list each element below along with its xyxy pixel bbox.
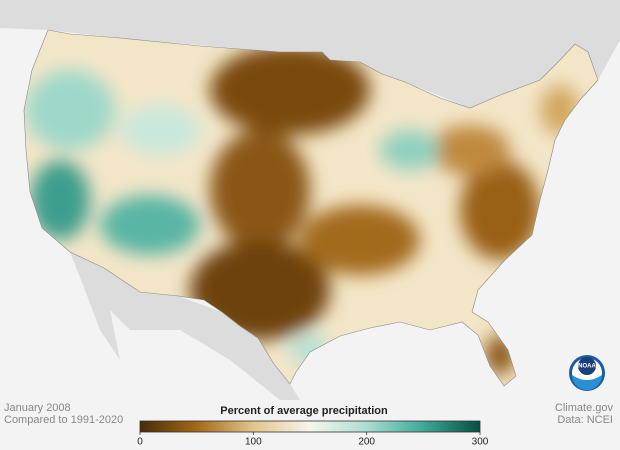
colorbar-title: Percent of average precipitation	[220, 405, 388, 417]
mexico	[70, 252, 300, 400]
noaa-logo: NOAA	[569, 355, 605, 391]
colorbar-tick-label: 200	[358, 437, 375, 448]
logo-text: NOAA	[578, 364, 596, 370]
credit-site: Climate.gov	[555, 402, 614, 414]
caption-date: January 2008	[4, 402, 71, 414]
colorbar-tick-label: 0	[137, 437, 143, 448]
us-outline	[23, 29, 599, 387]
colorbar	[139, 420, 481, 433]
colorbar-tick-label: 300	[472, 437, 489, 448]
colorbar-tick-label: 100	[245, 437, 262, 448]
credit-source: Data: NCEI	[557, 414, 613, 426]
caption-baseline: Compared to 1991-2020	[4, 414, 123, 426]
